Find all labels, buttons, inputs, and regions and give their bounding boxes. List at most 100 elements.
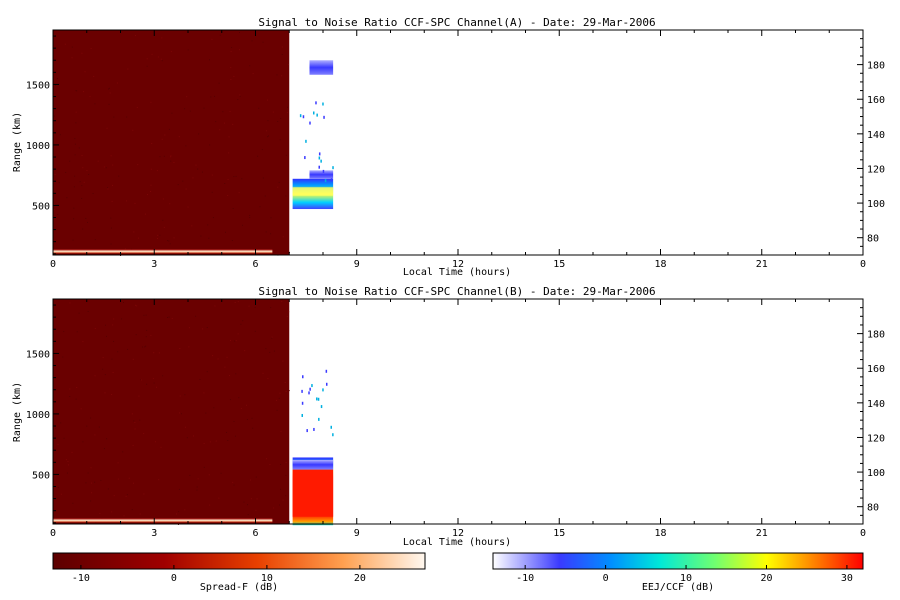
panel-b-title: Signal to Noise Ratio CCF-SPC Channel(B)…	[258, 285, 655, 298]
spreadf-speckle	[164, 134, 166, 136]
spreadf-speckle	[60, 493, 62, 495]
spreadf-speckle	[111, 511, 113, 513]
panel-b-y2-ticks: 80 100 120 140 160 180	[857, 307, 885, 516]
spreadf-speckle	[137, 164, 139, 166]
spreadf-speckle	[252, 73, 254, 75]
spreadf-speckle	[243, 501, 245, 503]
spreadf-speckle	[146, 65, 148, 67]
spreadf-speckle	[103, 166, 105, 168]
spreadf-speckle	[232, 481, 234, 483]
spreadf-speckle	[92, 192, 94, 194]
y-tick-label: 500	[32, 470, 50, 481]
spreadf-speckle	[215, 121, 217, 123]
spreadf-speckle	[249, 217, 251, 219]
spreadf-speckle	[139, 513, 141, 515]
spreadf-speckle	[285, 474, 287, 476]
x-tick-label: 12	[452, 528, 464, 539]
spreadf-speckle	[63, 331, 65, 333]
spreadf-speckle	[66, 197, 68, 199]
eej-speckle	[313, 427, 315, 431]
spreadf-speckle	[82, 228, 84, 230]
spreadf-speckle	[78, 147, 80, 149]
spreadf-speckle	[163, 226, 165, 228]
spreadf-speckle	[106, 127, 108, 129]
spreadf-speckle	[227, 439, 229, 441]
x-tick-label: 0	[860, 259, 866, 270]
y-tick-label: 1000	[26, 141, 50, 152]
spreadf-speckle	[275, 399, 277, 401]
panel-b: Signal to Noise Ratio CCF-SPC Channel(B)…	[12, 285, 885, 548]
eej-patch	[292, 459, 334, 470]
spreadf-speckle	[103, 448, 105, 450]
spreadf-speckle	[212, 355, 214, 357]
spreadf-speckle	[203, 392, 205, 394]
x-tick-label: 6	[252, 528, 258, 539]
spreadf-speckle	[207, 224, 209, 226]
spreadf-speckle	[226, 431, 228, 433]
spreadf-speckle	[89, 95, 91, 97]
spreadf-speckle	[228, 136, 230, 138]
y-tick-label: 1000	[26, 410, 50, 421]
spreadf-speckle	[280, 117, 282, 119]
x-tick-label: 18	[654, 528, 666, 539]
spreadf-speckle	[69, 388, 71, 390]
spreadf-speckle	[85, 482, 87, 484]
eej-speckle	[318, 165, 320, 169]
spreadf-speckle	[107, 188, 109, 190]
spreadf-speckle	[94, 481, 96, 483]
spreadf-speckle	[134, 421, 136, 423]
eej-patch	[309, 60, 334, 75]
spreadf-speckle	[281, 53, 283, 55]
spreadf-speckle	[75, 90, 77, 92]
y2-tick-label: 180	[867, 330, 885, 341]
eej-speckle	[324, 179, 327, 183]
spreadf-speckle	[90, 417, 92, 419]
spreadf-speckle	[230, 78, 232, 80]
spreadf-speckle	[133, 420, 135, 422]
spreadf-speckle	[111, 200, 113, 202]
eej-speckle	[330, 425, 332, 429]
spreadf-speckle	[108, 87, 110, 89]
spreadf-speckle	[88, 173, 90, 175]
eej-speckle	[330, 178, 333, 182]
spreadf-speckle	[286, 316, 288, 318]
spreadf-speckle	[133, 482, 135, 484]
spreadf-speckle	[83, 181, 85, 183]
eej-speckle	[322, 388, 324, 392]
spreadf-speckle	[159, 156, 161, 158]
colorbar-spreadf: -10 0 10 20 Spread-F (dB)	[52, 552, 426, 593]
spreadf-speckle	[104, 392, 106, 394]
spreadf-speckle	[209, 504, 211, 506]
x-tick-label: 15	[553, 528, 565, 539]
spreadf-speckle	[258, 107, 260, 109]
panel-a-y-label: Range (km)	[12, 112, 23, 172]
spreadf-speckle	[242, 320, 244, 322]
spreadf-speckle	[152, 377, 154, 379]
spreadf-speckle	[265, 231, 267, 233]
spreadf-speckle	[67, 464, 69, 466]
spreadf-speckle	[241, 224, 243, 226]
spreadf-speckle	[128, 477, 130, 479]
spreadf-speckle	[113, 495, 115, 497]
spreadf-speckle	[66, 472, 68, 474]
spreadf-speckle	[150, 334, 152, 336]
spreadf-speckle	[73, 218, 75, 220]
spreadf-speckle	[67, 460, 69, 462]
eej-speckle	[316, 113, 318, 117]
spreadf-speckle	[202, 328, 204, 330]
spreadf-speckle	[122, 451, 124, 453]
eej-speckle	[315, 101, 317, 105]
spreadf-speckle	[179, 395, 181, 397]
spreadf-speckle	[238, 192, 240, 194]
spreadf-speckle	[203, 107, 205, 109]
spreadf-speckle	[65, 171, 67, 173]
spreadf-speckle	[123, 515, 125, 517]
spreadf-speckle	[143, 493, 145, 495]
spreadf-speckle	[270, 307, 272, 309]
spreadf-speckle	[188, 327, 190, 329]
spreadf-speckle	[121, 318, 123, 320]
spreadf-speckle	[195, 164, 197, 166]
eej-speckle	[332, 166, 334, 170]
spreadf-speckle	[150, 184, 152, 186]
spreadf-speckle	[185, 145, 187, 147]
